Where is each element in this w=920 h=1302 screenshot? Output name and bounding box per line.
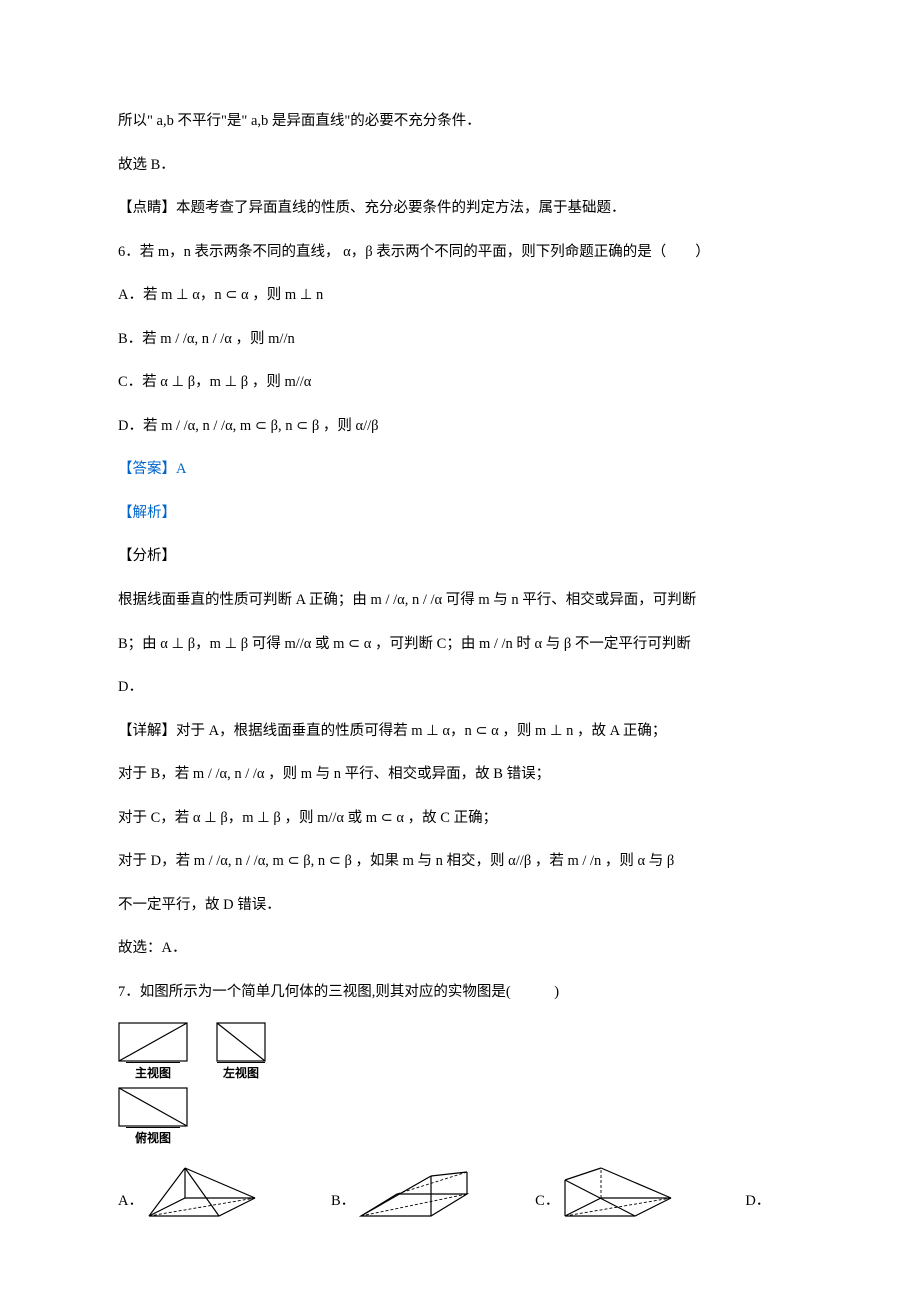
option-b-label: B． bbox=[331, 1189, 355, 1210]
option-c: C．若 α ⊥ β，m ⊥ β ，则 m//α bbox=[118, 369, 812, 397]
fenxi-label: 【分析】 bbox=[118, 543, 812, 571]
q7-options: A． B． C． bbox=[118, 1166, 812, 1218]
option-b: B．若 m / /α, n / /α ，则 m//n bbox=[118, 326, 812, 354]
main-view-label: 主视图 bbox=[126, 1062, 180, 1081]
question-7: 7．如图所示为一个简单几何体的三视图,则其对应的实物图是( ) bbox=[118, 979, 812, 1007]
fenxi-text: B；由 α ⊥ β，m ⊥ β 可得 m//α 或 m ⊂ α ，可判断 C；由… bbox=[118, 631, 812, 659]
main-view: 主视图 bbox=[118, 1022, 188, 1081]
xiangjie-text: 对于 B，若 m / /α, n / /α ，则 m 与 n 平行、相交或异面，… bbox=[118, 761, 812, 789]
three-views: 主视图 左视图 俯视图 bbox=[118, 1022, 812, 1146]
fenxi-text: 根据线面垂直的性质可判断 A 正确；由 m / /α, n / /α 可得 m … bbox=[118, 587, 812, 615]
analysis-label: 【解析】 bbox=[118, 500, 812, 528]
main-view-icon bbox=[118, 1022, 188, 1062]
shape-c-icon bbox=[563, 1166, 673, 1218]
left-view-icon bbox=[216, 1022, 266, 1062]
text-line: 故选 B． bbox=[118, 152, 812, 180]
option-c-wrap: C． bbox=[535, 1166, 673, 1218]
guxuan: 故选：A． bbox=[118, 935, 812, 963]
question-6: 6．若 m，n 表示两条不同的直线， α，β 表示两个不同的平面，则下列命题正确… bbox=[118, 239, 812, 267]
left-view-label: 左视图 bbox=[217, 1062, 265, 1081]
top-view-label: 俯视图 bbox=[126, 1127, 180, 1146]
option-a-label: A． bbox=[118, 1189, 143, 1210]
shape-b-icon bbox=[359, 1170, 469, 1218]
left-view: 左视图 bbox=[216, 1022, 266, 1081]
option-d: D．若 m / /α, n / /α, m ⊂ β, n ⊂ β ，则 α//β bbox=[118, 413, 812, 441]
option-c-label: C． bbox=[535, 1189, 559, 1210]
top-view-icon bbox=[118, 1087, 188, 1127]
dianjing: 【点睛】本题考查了异面直线的性质、充分必要条件的判定方法，属于基础题． bbox=[118, 195, 812, 223]
shape-a-icon bbox=[147, 1166, 257, 1218]
option-b-wrap: B． bbox=[331, 1170, 469, 1218]
option-a: A．若 m ⊥ α，n ⊂ α ，则 m ⊥ n bbox=[118, 282, 812, 310]
text-line: 所以" a,b 不平行"是" a,b 是异面直线"的必要不充分条件． bbox=[118, 108, 812, 136]
option-d-label: D． bbox=[745, 1189, 770, 1210]
xiangjie-text: 不一定平行，故 D 错误． bbox=[118, 892, 812, 920]
option-d-wrap: D． bbox=[745, 1189, 774, 1218]
answer-label: 【答案】A bbox=[118, 456, 812, 484]
xiangjie-text: 对于 C，若 α ⊥ β，m ⊥ β ，则 m//α 或 m ⊂ α ，故 C … bbox=[118, 805, 812, 833]
xiangjie-text: 对于 D，若 m / /α, n / /α, m ⊂ β, n ⊂ β ，如果 … bbox=[118, 848, 812, 876]
option-a-wrap: A． bbox=[118, 1166, 257, 1218]
fenxi-text: D． bbox=[118, 674, 812, 702]
xiangjie-text: 【详解】对于 A，根据线面垂直的性质可得若 m ⊥ α，n ⊂ α ，则 m ⊥… bbox=[118, 718, 812, 746]
top-view: 俯视图 bbox=[118, 1087, 188, 1146]
